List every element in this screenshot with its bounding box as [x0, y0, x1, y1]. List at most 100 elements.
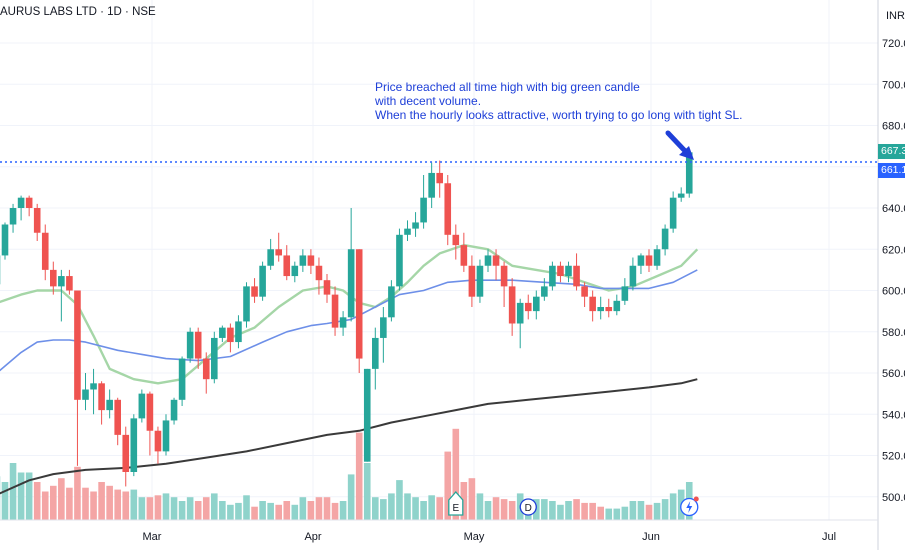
volume-bar: [653, 502, 661, 520]
candle-up: [267, 249, 274, 266]
earnings-marker-label: E: [452, 503, 459, 514]
candle-down: [444, 183, 452, 235]
candle-up: [299, 255, 307, 266]
candle-down: [468, 265, 476, 297]
price-tick-label: 580.00: [882, 327, 905, 339]
volume-bar: [267, 502, 274, 520]
candle-down: [66, 276, 73, 291]
annotation-arrowhead: [679, 146, 694, 160]
candle-down: [315, 265, 323, 281]
candle-up: [412, 222, 419, 229]
volume-bar: [661, 499, 669, 520]
candle-up: [363, 368, 371, 462]
candle-down: [573, 265, 580, 287]
candle-up: [565, 265, 572, 277]
volume-bar: [468, 478, 476, 520]
volume-bar: [25, 472, 33, 520]
time-tick-label: Jul: [822, 531, 836, 543]
volume-bar: [50, 485, 57, 520]
volume-bar: [372, 497, 379, 520]
price-tick-label: 500.00: [882, 492, 905, 504]
candle-up: [106, 399, 113, 411]
volume-bar: [621, 506, 629, 520]
candle-down: [251, 286, 258, 297]
candle-down: [154, 430, 162, 452]
candle-up: [388, 286, 395, 318]
candle-down: [74, 290, 81, 400]
volume-bar: [396, 480, 403, 520]
candle-up: [130, 418, 138, 472]
candle-up: [9, 208, 17, 225]
candle-up: [476, 265, 484, 297]
volume-bar: [412, 497, 419, 520]
volume-bar: [291, 504, 299, 520]
candle-down: [460, 245, 468, 266]
candle-down: [492, 255, 500, 266]
volume-bar: [227, 504, 234, 520]
volume-bar: [138, 497, 146, 520]
volume-bar: [331, 502, 339, 520]
candle-down: [275, 249, 282, 256]
candlesticks[interactable]: [0, 150, 693, 487]
volume-bar: [339, 501, 347, 520]
volume-bar: [597, 506, 604, 520]
volume-bar: [170, 497, 178, 520]
volume-bar: [613, 508, 621, 520]
volume-bar: [492, 497, 500, 520]
candle-down: [645, 255, 653, 266]
volume-bar: [251, 506, 258, 520]
volume-bar: [436, 497, 443, 520]
volume-bar: [33, 482, 41, 520]
candle-down: [25, 197, 33, 208]
candle-down: [33, 208, 41, 233]
candle-up: [219, 327, 226, 338]
volume-bar: [645, 504, 653, 520]
volume-bar: [82, 487, 89, 520]
volume-bar: [541, 499, 548, 520]
symbol-title[interactable]: AURUS LABS LTD · 1D · NSE: [0, 6, 156, 18]
volume-bar: [219, 501, 226, 520]
volume-bar: [420, 501, 427, 520]
volume-bar: [98, 482, 105, 520]
candle-up: [653, 249, 661, 266]
volume-bar: [629, 501, 637, 520]
volume-bar: [484, 501, 492, 520]
volume-bar: [557, 504, 564, 520]
candle-up: [211, 337, 218, 380]
candle-up: [428, 172, 435, 198]
last-price-tag: 661.1: [878, 163, 905, 178]
volume-bar: [307, 501, 315, 520]
candle-up: [549, 265, 556, 287]
volume-bar: [323, 497, 331, 520]
volume-bar: [315, 497, 323, 520]
price-tick-label: 700.00: [882, 79, 905, 91]
volume-bar: [508, 501, 516, 520]
candle-up: [516, 302, 524, 324]
volume-bar: [41, 491, 49, 520]
time-axis[interactable]: Mar Apr May Jun Jul: [143, 531, 837, 543]
candle-up: [347, 249, 355, 318]
annotation-line: When the hourly looks attractive, worth …: [375, 108, 743, 122]
volume-bar: [549, 501, 556, 520]
candle-up: [637, 255, 645, 266]
volume-bar: [444, 451, 452, 520]
volume-bar: [154, 495, 162, 520]
price-tick-label: 640.00: [882, 203, 905, 215]
volume-bar: [605, 508, 613, 520]
candle-up: [291, 265, 299, 277]
price-axis[interactable]: 720.00700.00680.00660.00640.00620.00600.…: [882, 38, 905, 504]
volume-bar: [404, 493, 411, 520]
volume-bar: [106, 485, 113, 520]
volume-bar: [130, 489, 138, 520]
candle-up: [82, 389, 89, 400]
volume-bar: [9, 463, 17, 520]
volume-bar: [581, 502, 588, 520]
candle-up: [90, 383, 97, 390]
volume-bar: [90, 491, 97, 520]
lightning-glyph: [686, 501, 693, 513]
volume-bar: [74, 466, 81, 520]
volume-bar: [573, 499, 580, 520]
volume-bar: [178, 501, 186, 520]
